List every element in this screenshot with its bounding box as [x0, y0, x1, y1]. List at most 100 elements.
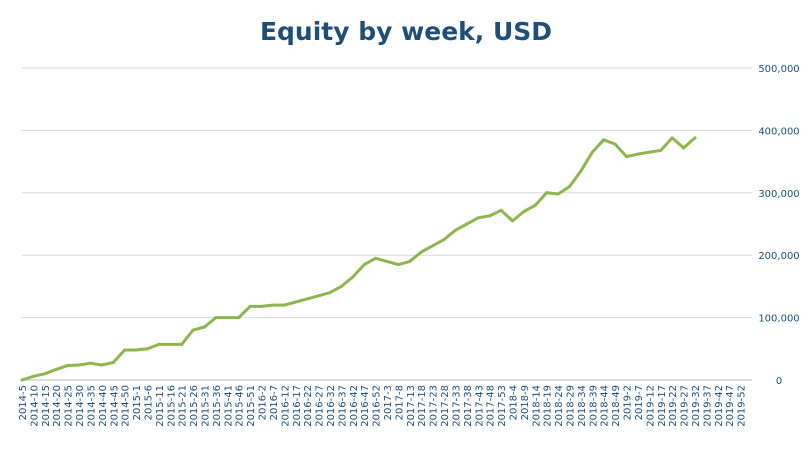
- data-point: [693, 136, 697, 140]
- x-tick-label: 2016-12: [280, 385, 291, 427]
- data-point: [396, 263, 400, 267]
- x-axis: 2014-5 2014-10 2014-15 2014-20 2014-25 2014-3…: [18, 385, 748, 427]
- x-tick-label: 2015-46: [235, 385, 246, 427]
- data-point: [636, 152, 640, 156]
- x-tick-label: 2014-50: [121, 385, 132, 427]
- data-point: [545, 191, 549, 195]
- x-tick-label: 2019-22: [668, 385, 679, 427]
- x-tick-label: 2014-45: [109, 385, 120, 427]
- x-tick-label: 2017-23: [429, 385, 440, 427]
- data-point: [123, 348, 127, 352]
- x-tick-label: 2014-20: [52, 385, 63, 427]
- x-tick-label: 2018-39: [588, 385, 599, 427]
- x-tick-label: 2018-44: [600, 385, 611, 427]
- data-point: [339, 284, 343, 288]
- x-tick-label: 2017-38: [463, 385, 474, 427]
- y-tick-label: 500,000: [758, 64, 799, 75]
- data-point: [260, 304, 264, 308]
- data-point: [225, 316, 229, 320]
- x-tick-label: 2017-18: [417, 385, 428, 427]
- x-tick-label: 2018-9: [520, 385, 531, 420]
- data-point: [145, 347, 149, 351]
- data-point: [317, 294, 321, 298]
- data-point: [682, 146, 686, 150]
- x-tick-label: 2015-51: [246, 385, 257, 427]
- data-point: [100, 363, 104, 367]
- data-point: [579, 169, 583, 173]
- x-tick-label: 2018-34: [577, 385, 588, 427]
- data-point: [248, 304, 252, 308]
- data-point: [111, 361, 115, 365]
- x-tick-label: 2019-42: [714, 385, 725, 427]
- x-tick-label: 2015-36: [212, 385, 223, 427]
- y-tick-label: 100,000: [758, 314, 799, 325]
- data-point: [625, 155, 629, 159]
- x-tick-label: 2016-52: [372, 385, 383, 427]
- x-tick-label: 2016-47: [360, 385, 371, 427]
- data-point: [43, 372, 47, 376]
- data-point: [54, 367, 58, 371]
- x-tick-label: 2017-33: [451, 385, 462, 427]
- y-axis: 0 100,000 200,000 300,000 400,000 500,000: [758, 64, 799, 387]
- data-point: [613, 142, 617, 146]
- x-tick-label: 2018-29: [566, 385, 577, 427]
- data-point: [20, 378, 24, 382]
- data-point: [31, 374, 35, 378]
- x-tick-label: 2016-7: [269, 385, 280, 420]
- x-tick-label: 2019-12: [645, 385, 656, 427]
- data-point: [294, 300, 298, 304]
- x-tick-label: 2019-27: [680, 385, 691, 427]
- x-tick-label: 2019-37: [702, 385, 713, 427]
- data-point: [362, 263, 366, 267]
- x-tick-label: 2017-3: [383, 385, 394, 420]
- data-point: [214, 316, 218, 320]
- data-point: [191, 328, 195, 332]
- data-point: [522, 210, 526, 214]
- x-tick-label: 2016-32: [326, 385, 337, 427]
- gridlines: [22, 67, 752, 381]
- x-tick-label: 2016-22: [303, 385, 314, 427]
- x-tick-label: 2015-6: [143, 385, 154, 420]
- y-tick-label: 0: [776, 376, 782, 387]
- x-tick-label: 2015-26: [189, 385, 200, 427]
- x-tick-label: 2018-24: [554, 385, 565, 427]
- data-point: [351, 275, 355, 279]
- x-tick-label: 2014-30: [75, 385, 86, 427]
- data-point: [647, 150, 651, 154]
- data-point: [157, 342, 161, 346]
- data-point: [88, 361, 92, 365]
- data-point: [66, 364, 70, 368]
- x-tick-label: 2015-1: [132, 385, 143, 420]
- x-tick-label: 2017-8: [394, 385, 405, 420]
- data-point: [568, 185, 571, 189]
- data-point: [374, 256, 378, 260]
- data-point: [476, 216, 480, 220]
- x-tick-label: 2019-17: [657, 385, 668, 427]
- data-point: [510, 219, 514, 223]
- x-tick-label: 2017-28: [440, 385, 451, 427]
- data-point: [168, 342, 172, 346]
- data-point: [77, 363, 81, 367]
- data-point: [602, 138, 606, 142]
- x-tick-label: 2015-16: [166, 385, 177, 427]
- x-tick-label: 2014-5: [18, 385, 29, 420]
- x-tick-label: 2016-27: [315, 385, 326, 427]
- data-point: [203, 325, 206, 329]
- data-point: [556, 192, 560, 196]
- x-tick-label: 2014-40: [98, 385, 109, 427]
- data-point: [590, 150, 594, 154]
- x-tick-label: 2018-49: [611, 385, 622, 427]
- y-tick-label: 200,000: [758, 251, 799, 262]
- data-point: [180, 342, 184, 346]
- x-tick-label: 2019-32: [691, 385, 702, 427]
- data-point: [271, 303, 275, 307]
- data-point: [465, 222, 469, 226]
- data-point: [453, 228, 457, 232]
- x-tick-label: 2015-41: [223, 385, 234, 427]
- x-tick-label: 2017-43: [474, 385, 485, 427]
- data-point: [431, 244, 435, 248]
- x-tick-label: 2016-17: [292, 385, 303, 427]
- data-point: [442, 238, 446, 242]
